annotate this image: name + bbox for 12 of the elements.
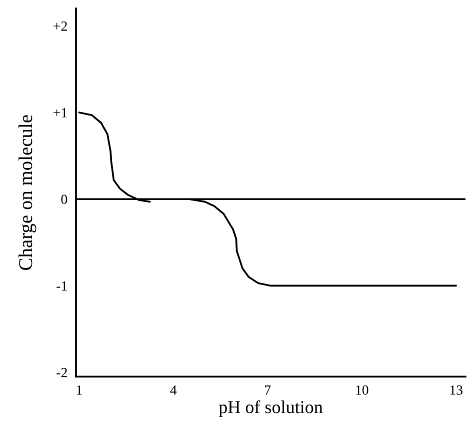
y-tick-label: 0 bbox=[61, 194, 68, 204]
y-tick-label: +1 bbox=[54, 108, 67, 118]
x-tick-label: 4 bbox=[170, 385, 177, 395]
x-tick-label: 13 bbox=[450, 385, 462, 395]
y-tick-label: +2 bbox=[54, 22, 67, 31]
x-tick-label: 1 bbox=[76, 385, 82, 395]
x-axis-title: pH of solution bbox=[218, 400, 323, 417]
x-tick-label: 7 bbox=[265, 386, 271, 395]
y-tick-label: -1 bbox=[56, 281, 67, 291]
y-tick-label: -2 bbox=[56, 368, 67, 378]
x-tick-label: 10 bbox=[356, 385, 368, 395]
y-axis-title: Charge on molecule bbox=[18, 115, 36, 270]
